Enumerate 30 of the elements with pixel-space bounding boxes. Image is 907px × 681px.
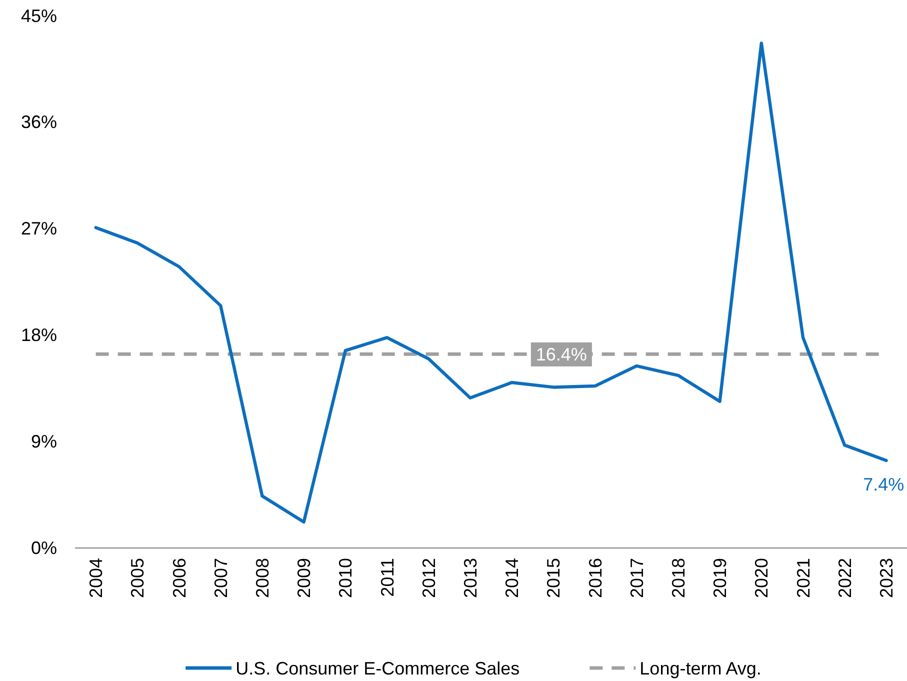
x-tick-label: 2017 (626, 558, 647, 598)
annotation: 7.4% (863, 474, 904, 495)
y-tick-label: 45% (20, 6, 57, 26)
x-tick-label: 2007 (210, 558, 231, 598)
x-tick-label: 2010 (336, 558, 356, 598)
x-tick-label: 2005 (128, 558, 148, 598)
x-tick-label: 2023 (876, 558, 896, 598)
y-tick-label: 27% (20, 218, 57, 239)
y-tick-label: 0% (30, 538, 57, 558)
x-tick-label: 2020 (752, 558, 772, 598)
x-tick-label: 2014 (502, 558, 522, 598)
x-tick-label: 2009 (294, 558, 314, 598)
y-tick-label: 36% (20, 112, 57, 132)
x-tick-label: 2004 (86, 558, 106, 598)
x-tick-label: 2021 (793, 558, 814, 598)
x-tick-label: 2019 (710, 558, 730, 598)
y-tick-label: 18% (20, 324, 57, 345)
legend-label: Long-term Avg. (640, 658, 762, 678)
x-tick-label: 2018 (668, 558, 688, 598)
x-tick-label: 2008 (252, 558, 272, 598)
x-tick-label: 2013 (460, 558, 480, 598)
annotation: 16.4% (536, 344, 587, 364)
x-tick-label: 2006 (169, 558, 190, 598)
x-tick-label: 2015 (544, 558, 564, 598)
x-tick-label: 2016 (585, 558, 606, 598)
legend-label: U.S. Consumer E-Commerce Sales (236, 658, 520, 678)
x-tick-label: 2011 (377, 558, 398, 597)
x-tick-label: 2022 (834, 558, 855, 598)
y-tick-label: 9% (30, 431, 57, 452)
x-tick-label: 2012 (418, 558, 439, 598)
